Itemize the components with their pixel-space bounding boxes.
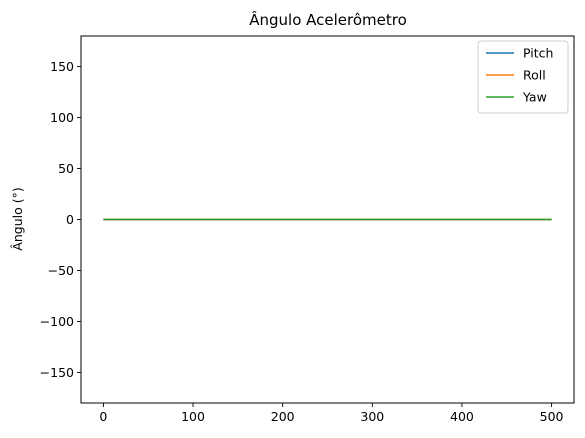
x-tick-label: 500	[540, 409, 564, 424]
y-tick-label: −50	[48, 263, 74, 278]
y-axis-label: Ângulo (°)	[10, 187, 25, 250]
legend-box	[477, 40, 569, 114]
y-tick-label: 50	[58, 161, 74, 176]
y-tick-label: 100	[50, 110, 74, 125]
y-tick-label: 150	[50, 59, 74, 74]
y-tick-label: 0	[66, 212, 74, 227]
x-tick-label: 200	[271, 409, 295, 424]
x-tick-label: 100	[181, 409, 205, 424]
x-tick-label: 300	[360, 409, 384, 424]
x-tick-label: 0	[99, 409, 107, 424]
legend-label-yaw: Yaw	[522, 90, 547, 105]
y-tick-label: −100	[40, 314, 74, 329]
legend-label-roll: Roll	[523, 68, 546, 83]
plot-area: 0 100 200 300 400 500 −150 −100 −50 0 50 100 150	[40, 35, 575, 424]
x-tick-label: 400	[450, 409, 474, 424]
legend: Pitch Roll Yaw	[477, 40, 569, 114]
legend-label-pitch: Pitch	[523, 46, 553, 61]
chart-title: Ângulo Acelerômetro	[249, 10, 407, 29]
y-tick-label: −150	[40, 365, 74, 380]
